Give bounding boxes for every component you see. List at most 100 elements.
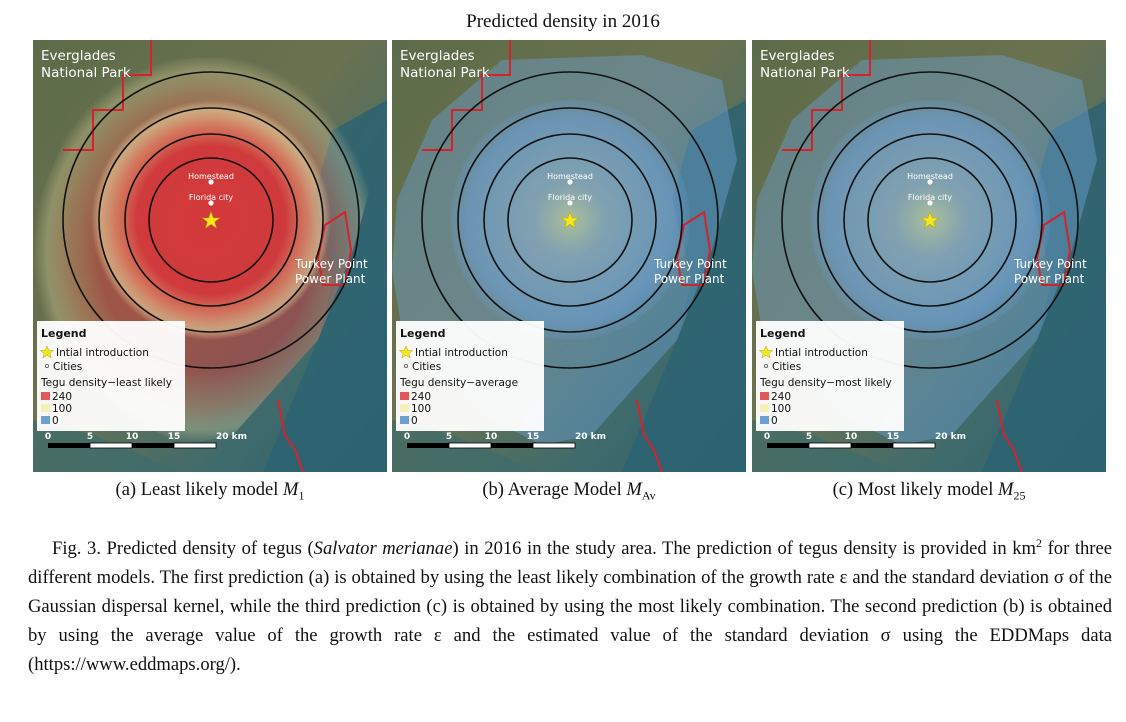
scale-tick-0: 0	[404, 432, 410, 442]
park-label-line2: National Park	[400, 65, 490, 81]
introduction-star-icon	[920, 211, 940, 229]
plant-label-line2: Power Plant	[1014, 272, 1085, 286]
subcaption-b-model: M	[626, 480, 642, 500]
legend-swatch-low	[41, 416, 50, 424]
map-svg-a: Homestead Florida city Everglades Nation…	[33, 40, 387, 472]
coast-boundary	[636, 399, 663, 472]
park-label-line1: Everglades	[400, 48, 475, 64]
legend-value-high: 240	[52, 391, 72, 403]
plant-label-line1: Turkey Point	[1013, 257, 1087, 271]
caption-part1: Fig. 3. Predicted density of tegus (	[52, 538, 314, 559]
legend-city-icon	[763, 363, 768, 368]
scale-tick-10: 10	[485, 432, 498, 442]
legend-value-mid: 100	[411, 403, 431, 415]
figure-title: Predicted density in 2016	[466, 11, 660, 32]
subcaption-b: (b) Average Model MAv	[389, 480, 749, 504]
legend: Legend Intial introduction Cities Tegu d…	[37, 321, 185, 431]
homestead-label: Homestead	[188, 172, 234, 181]
scale-tick-15: 15	[168, 432, 181, 442]
florida-city-label: Florida city	[189, 193, 234, 202]
park-label-line2: National Park	[760, 65, 850, 81]
city-dot-homestead	[567, 179, 573, 185]
florida-city-label: Florida city	[908, 193, 953, 202]
legend-density-label: Tegu density−least likely	[40, 377, 172, 389]
subcaption-c-text: (c) Most likely model	[832, 480, 999, 500]
plant-label-line1: Turkey Point	[294, 257, 368, 271]
legend-cities: Cities	[53, 361, 82, 373]
map-panel-c: Homestead Florida city Everglades Nation…	[752, 40, 1106, 472]
legend-introduction: Intial introduction	[775, 347, 868, 359]
legend-value-low: 0	[411, 415, 418, 427]
park-boundary	[422, 40, 511, 151]
dispersal-rings	[421, 71, 719, 369]
scale-tick-0: 0	[45, 432, 51, 442]
map-panel-b: Homestead Florida city Everglades Nation…	[392, 40, 746, 472]
scale-tick-5: 5	[446, 432, 452, 442]
legend-city-icon	[44, 363, 49, 368]
plant-label-line2: Power Plant	[654, 272, 725, 286]
subcaption-a-sub: 1	[298, 488, 305, 503]
legend: Legend Intial introduction Cities Tegu d…	[396, 321, 544, 431]
city-dot-florida-city	[927, 200, 933, 206]
subcaption-b-sub: Av	[641, 488, 656, 503]
subcaption-c: (c) Most likely model M25	[749, 480, 1109, 504]
legend-title: Legend	[41, 327, 87, 340]
city-dot-homestead	[208, 179, 214, 185]
caption-part2: ) in 2016 in the study area. The predict…	[452, 538, 1037, 559]
scale-tick-20: 20 km	[216, 432, 247, 442]
legend-introduction: Intial introduction	[415, 347, 508, 359]
homestead-label: Homestead	[547, 172, 593, 181]
coast-boundary	[277, 399, 304, 472]
legend-value-high: 240	[771, 391, 791, 403]
plant-boundary	[316, 210, 353, 286]
introduction-star-icon	[201, 211, 221, 229]
scale-tick-15: 15	[527, 432, 540, 442]
legend-value-mid: 100	[52, 403, 72, 415]
legend-star-icon	[758, 345, 774, 359]
scale-tick-15: 15	[887, 432, 900, 442]
legend-star-icon	[398, 345, 414, 359]
legend: Legend Intial introduction Cities Tegu d…	[756, 321, 904, 431]
legend-title: Legend	[400, 327, 446, 340]
legend-cities: Cities	[412, 361, 441, 373]
introduction-star-icon	[560, 211, 580, 229]
caption-part3: for three different models. The first pr…	[28, 538, 1113, 675]
legend-swatch-high	[41, 392, 50, 400]
map-svg-c: Homestead Florida city Everglades Nation…	[752, 40, 1106, 472]
scale-tick-5: 5	[806, 432, 812, 442]
scale-tick-10: 10	[845, 432, 858, 442]
map-panel-a: Homestead Florida city Everglades Nation…	[33, 40, 387, 472]
map-svg-b: Homestead Florida city Everglades Nation…	[392, 40, 746, 472]
park-label-line1: Everglades	[41, 48, 116, 64]
legend-density-label: Tegu density−most likely	[759, 377, 892, 389]
plant-boundary	[1035, 210, 1072, 286]
plant-label-line1: Turkey Point	[653, 257, 727, 271]
scale-tick-10: 10	[126, 432, 139, 442]
park-label-line1: Everglades	[760, 48, 835, 64]
plant-label-line2: Power Plant	[295, 272, 366, 286]
scale-tick-0: 0	[764, 432, 770, 442]
figure-caption: Fig. 3. Predicted density of tegus (Salv…	[28, 534, 1112, 679]
legend-introduction: Intial introduction	[56, 347, 149, 359]
scale-bar: 0 5 10 15 20 km	[45, 432, 247, 449]
scale-bar: 0 5 10 15 20 km	[764, 432, 966, 449]
park-label-line2: National Park	[41, 65, 131, 81]
city-dot-homestead	[927, 179, 933, 185]
legend-swatch-high	[760, 392, 769, 400]
subcaption-a-model: M	[283, 480, 299, 500]
plant-boundary	[675, 210, 712, 286]
park-boundary	[782, 40, 871, 151]
caption-species: Salvator merianae	[313, 538, 453, 559]
legend-value-low: 0	[771, 415, 778, 427]
legend-value-low: 0	[52, 415, 59, 427]
florida-city-label: Florida city	[548, 193, 593, 202]
legend-swatch-mid	[400, 404, 409, 412]
legend-density-label: Tegu density−average	[399, 377, 518, 389]
legend-swatch-mid	[760, 404, 769, 412]
dispersal-rings	[62, 71, 360, 369]
legend-city-icon	[403, 363, 408, 368]
park-boundary	[63, 40, 152, 151]
city-dot-florida-city	[208, 200, 214, 206]
caption-sup: 2	[1036, 535, 1043, 550]
legend-swatch-mid	[41, 404, 50, 412]
